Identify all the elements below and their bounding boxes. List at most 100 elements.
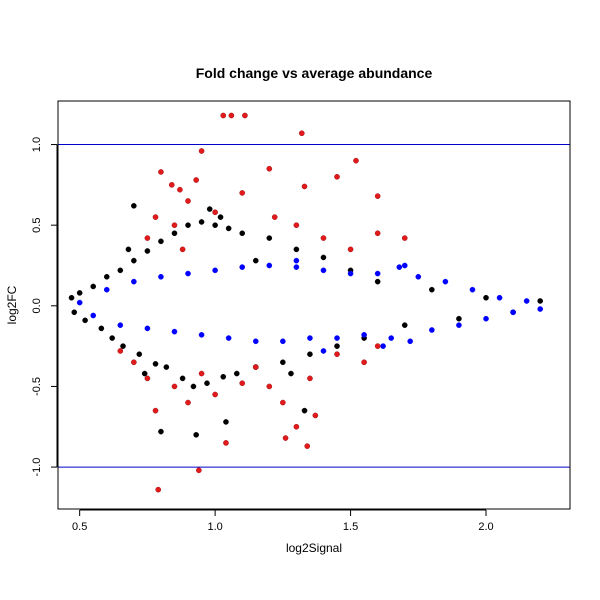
data-point <box>223 440 229 446</box>
data-point <box>125 246 132 253</box>
data-point <box>429 327 435 333</box>
data-point <box>320 254 327 261</box>
data-point <box>163 364 170 370</box>
data-point <box>233 370 240 377</box>
data-point <box>223 419 229 425</box>
y-tick-label: 0.0 <box>31 298 43 313</box>
data-point <box>239 264 246 270</box>
data-point <box>171 222 178 228</box>
x-tick-label: 0.5 <box>72 521 87 533</box>
data-point <box>117 348 124 354</box>
data-point <box>103 273 110 280</box>
data-point <box>131 257 137 264</box>
data-point <box>158 238 164 245</box>
data-point <box>456 322 462 328</box>
data-point <box>293 257 300 264</box>
data-point <box>239 230 246 237</box>
y-tick-label: -0.5 <box>31 377 43 396</box>
data-point <box>388 335 395 341</box>
y-tick-label: 0.5 <box>31 218 43 233</box>
data-point <box>152 361 159 367</box>
data-point <box>266 262 273 269</box>
data-point <box>198 219 205 225</box>
data-point <box>374 193 381 199</box>
data-point <box>171 328 178 335</box>
data-point <box>282 435 289 441</box>
data-point <box>179 246 186 253</box>
data-points <box>68 112 544 493</box>
y-tick-label: 1.0 <box>31 137 43 152</box>
data-point <box>158 273 164 280</box>
data-point <box>293 246 300 253</box>
data-point <box>293 264 300 270</box>
data-point <box>71 309 78 316</box>
data-point <box>280 399 286 406</box>
data-point <box>288 370 294 377</box>
data-point <box>198 332 205 338</box>
data-point <box>212 391 218 398</box>
data-point <box>220 112 227 119</box>
data-point <box>76 290 83 296</box>
data-point <box>158 169 164 175</box>
y-axis: -1.0 -0.5 0.0 0.5 1.0 <box>31 137 58 477</box>
data-point <box>442 278 449 285</box>
data-point <box>401 322 408 328</box>
data-point <box>212 209 218 216</box>
data-point <box>193 177 199 183</box>
data-point <box>98 325 105 332</box>
reference-lines <box>58 144 570 468</box>
data-point <box>312 412 319 419</box>
data-point <box>374 230 381 237</box>
plot-frame <box>57 100 571 510</box>
data-point <box>307 351 313 357</box>
data-point <box>320 348 327 354</box>
data-point <box>185 270 191 277</box>
data-point <box>380 343 386 349</box>
data-point <box>496 294 503 301</box>
data-point <box>415 273 422 280</box>
data-point <box>407 338 413 345</box>
y-axis-label: log2FC <box>5 285 19 324</box>
data-point <box>68 294 75 301</box>
data-point <box>152 407 159 414</box>
data-point <box>374 278 381 285</box>
x-axis-label: log2Signal <box>286 541 342 555</box>
data-point <box>401 262 408 269</box>
data-point <box>252 338 259 345</box>
data-point <box>228 112 235 119</box>
data-point <box>190 383 197 390</box>
data-point <box>193 432 199 438</box>
data-point <box>396 264 403 270</box>
data-point <box>334 351 340 357</box>
data-point <box>152 214 159 220</box>
data-point <box>304 443 311 449</box>
x-tick-label: 2.0 <box>478 521 493 533</box>
data-point <box>198 370 205 377</box>
data-point <box>117 322 124 328</box>
data-point <box>483 294 489 301</box>
data-point <box>374 343 381 349</box>
data-point <box>225 225 232 232</box>
data-point <box>271 214 278 220</box>
data-point <box>82 317 88 324</box>
data-point <box>177 186 183 193</box>
y-tick-label: -1.0 <box>31 458 43 477</box>
data-point <box>144 235 151 241</box>
data-point <box>206 206 213 212</box>
data-point <box>141 370 148 377</box>
data-point <box>523 298 530 304</box>
data-point <box>185 198 191 204</box>
data-point <box>510 309 516 316</box>
data-point <box>353 157 359 164</box>
data-point <box>131 203 137 209</box>
data-point <box>179 375 186 382</box>
data-point <box>299 130 305 137</box>
data-point <box>320 267 327 274</box>
data-point <box>90 312 97 319</box>
data-point <box>347 246 354 253</box>
data-point <box>239 380 246 387</box>
data-point <box>212 267 218 274</box>
chart-title: Fold change vs average abundance <box>196 65 433 81</box>
data-point <box>90 283 97 290</box>
data-point <box>347 270 354 277</box>
